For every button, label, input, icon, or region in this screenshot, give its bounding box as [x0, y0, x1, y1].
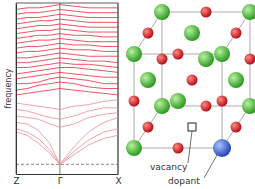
band — [16, 108, 118, 119]
y-axis-title: frequency — [4, 68, 13, 108]
anion-atom — [201, 7, 212, 18]
band — [16, 38, 118, 43]
band — [16, 77, 118, 83]
band — [16, 53, 118, 58]
band — [16, 132, 118, 164]
leader-line — [188, 131, 192, 163]
cation-atom — [126, 140, 142, 156]
band — [16, 9, 118, 14]
grid-line — [16, 3, 17, 174]
x-tick: X — [115, 174, 121, 186]
x-axis: ZΓX — [13, 174, 121, 186]
anion-atom — [217, 96, 228, 107]
cation-atom — [184, 25, 200, 41]
band — [16, 72, 118, 78]
cation-atom — [154, 4, 170, 20]
plot-area — [16, 5, 118, 165]
x-tick: Z — [13, 174, 19, 186]
band — [16, 5, 118, 10]
anion-atom — [187, 75, 198, 86]
anion-atom — [157, 54, 168, 65]
zero-line — [16, 164, 118, 165]
cation-atom — [214, 46, 230, 62]
label: vacancy — [150, 162, 188, 172]
band — [16, 19, 118, 24]
band — [16, 100, 118, 110]
x-tick: Γ — [58, 174, 63, 186]
anion-atom — [173, 49, 184, 60]
cation-atom — [242, 4, 255, 20]
cation-atom — [154, 98, 170, 114]
leader-line — [204, 155, 217, 178]
frame — [16, 3, 118, 174]
dopant-atom — [213, 139, 231, 157]
band — [16, 43, 118, 48]
band — [16, 118, 118, 165]
crystal — [126, 4, 255, 178]
grid — [16, 3, 118, 174]
band — [16, 63, 118, 68]
band — [16, 113, 118, 128]
cation-atom — [198, 51, 214, 67]
anion-atom — [231, 28, 242, 39]
label: dopant — [168, 176, 200, 186]
x-tick-label: Γ — [58, 176, 63, 186]
cation-atom — [140, 72, 156, 88]
anion-atom — [143, 28, 154, 39]
band — [16, 58, 118, 63]
y-axis-line — [16, 4, 17, 175]
band — [16, 34, 118, 39]
band — [16, 129, 118, 164]
anion-atom — [245, 54, 255, 65]
x-tick-label: Z — [13, 176, 19, 186]
band — [16, 29, 118, 34]
cation-atom — [170, 93, 186, 109]
band — [16, 48, 118, 53]
band — [16, 89, 118, 95]
y-axis — [16, 4, 17, 175]
cation-atom — [228, 72, 244, 88]
anion-atom — [129, 96, 140, 107]
x-tick-label: X — [115, 176, 121, 186]
figure: Z Γ Xfrequency vacancy dopant — [0, 0, 255, 189]
band — [16, 68, 118, 74]
anion-atom — [231, 122, 242, 133]
anion-atom — [201, 101, 212, 112]
vacancy-site — [188, 123, 196, 131]
anion-atom — [173, 143, 184, 154]
cation-atom — [126, 46, 142, 62]
cation-atom — [242, 98, 255, 114]
band — [16, 24, 118, 29]
band — [16, 14, 118, 19]
x-axis-line — [17, 174, 119, 175]
anion-atom — [143, 122, 154, 133]
